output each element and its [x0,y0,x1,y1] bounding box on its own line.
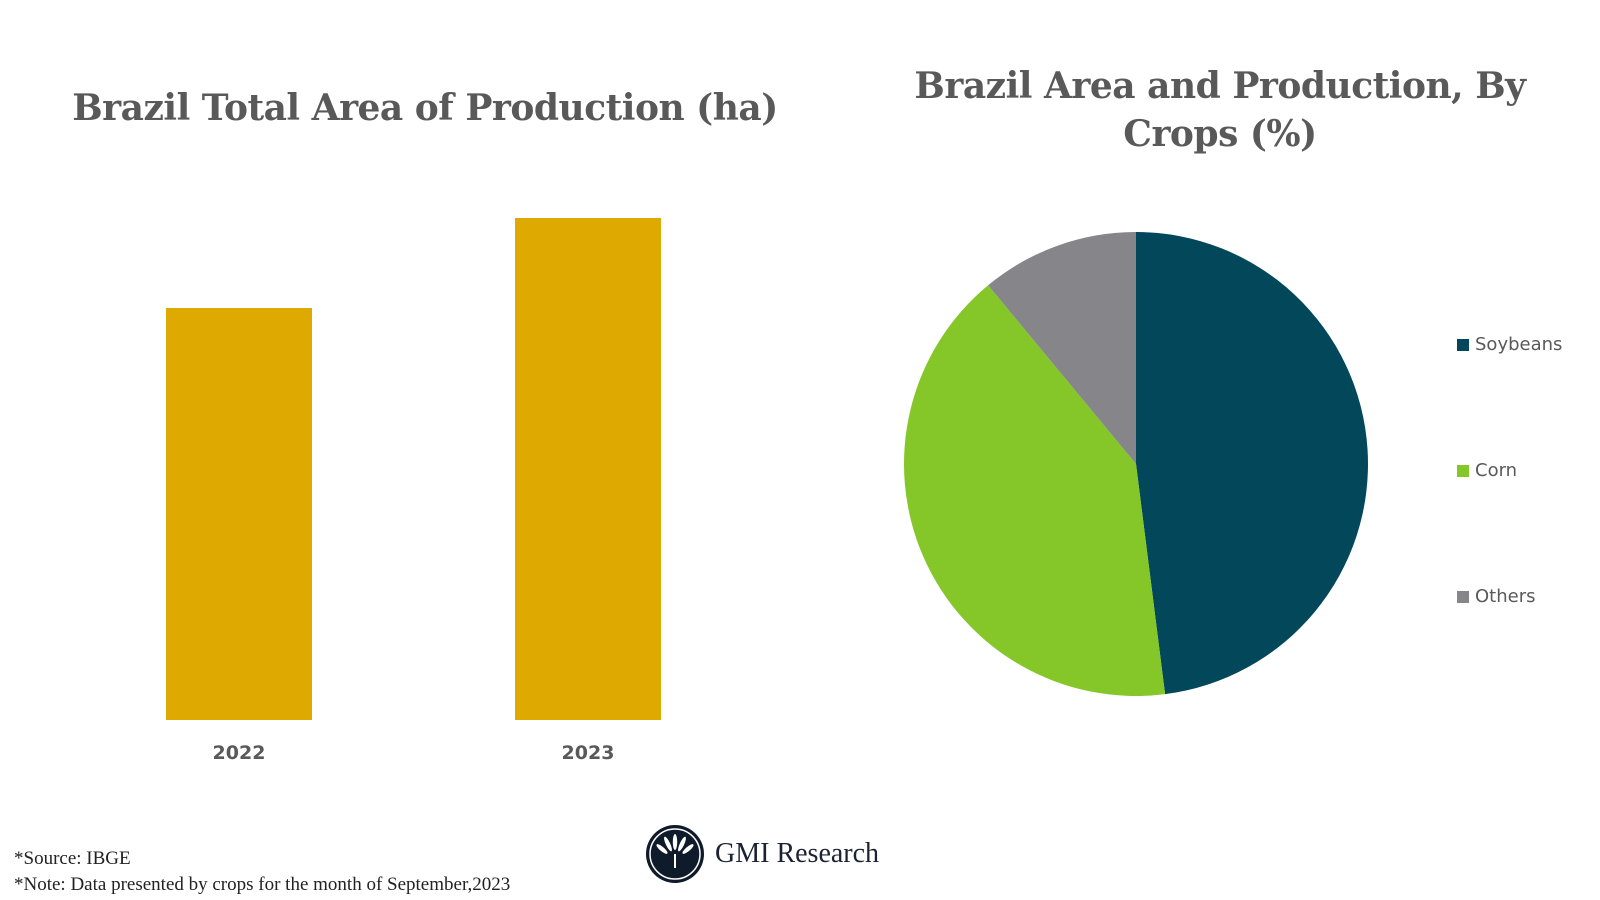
source-note: *Source: IBGE [14,848,131,869]
legend-item-soybeans: Soybeans [1457,334,1562,355]
legend-swatch [1457,338,1469,351]
bar-chart-title: Brazil Total Area of Production (ha) [72,87,778,129]
legend-label: Corn [1475,460,1518,481]
pie-slice-soybeans [1136,232,1368,695]
brand-name: GMI Research [715,838,880,869]
data-note: *Note: Data presented by crops for the m… [14,874,511,895]
bar-2022 [166,308,312,720]
leaf-fan-icon [646,825,704,883]
legend-label: Others [1475,586,1536,607]
legend-swatch [1457,464,1469,477]
pie-chart [904,232,1368,696]
legend-item-others: Others [1457,586,1536,607]
legend-label: Soybeans [1475,334,1563,355]
x-tick-label: 2023 [561,742,615,764]
bar-chart: 2022 2023 [0,0,860,780]
x-tick-label: 2022 [212,742,266,764]
pie-slice-others [988,232,1136,464]
bar-2023 [515,218,661,720]
brand-logo: GMI Research [645,824,879,884]
pie-slice-corn [904,285,1166,696]
legend-swatch [1457,590,1469,603]
pie-chart-title: Brazil Area and Production, By Crops (%) [914,65,1526,155]
legend-item-corn: Corn [1457,460,1517,481]
